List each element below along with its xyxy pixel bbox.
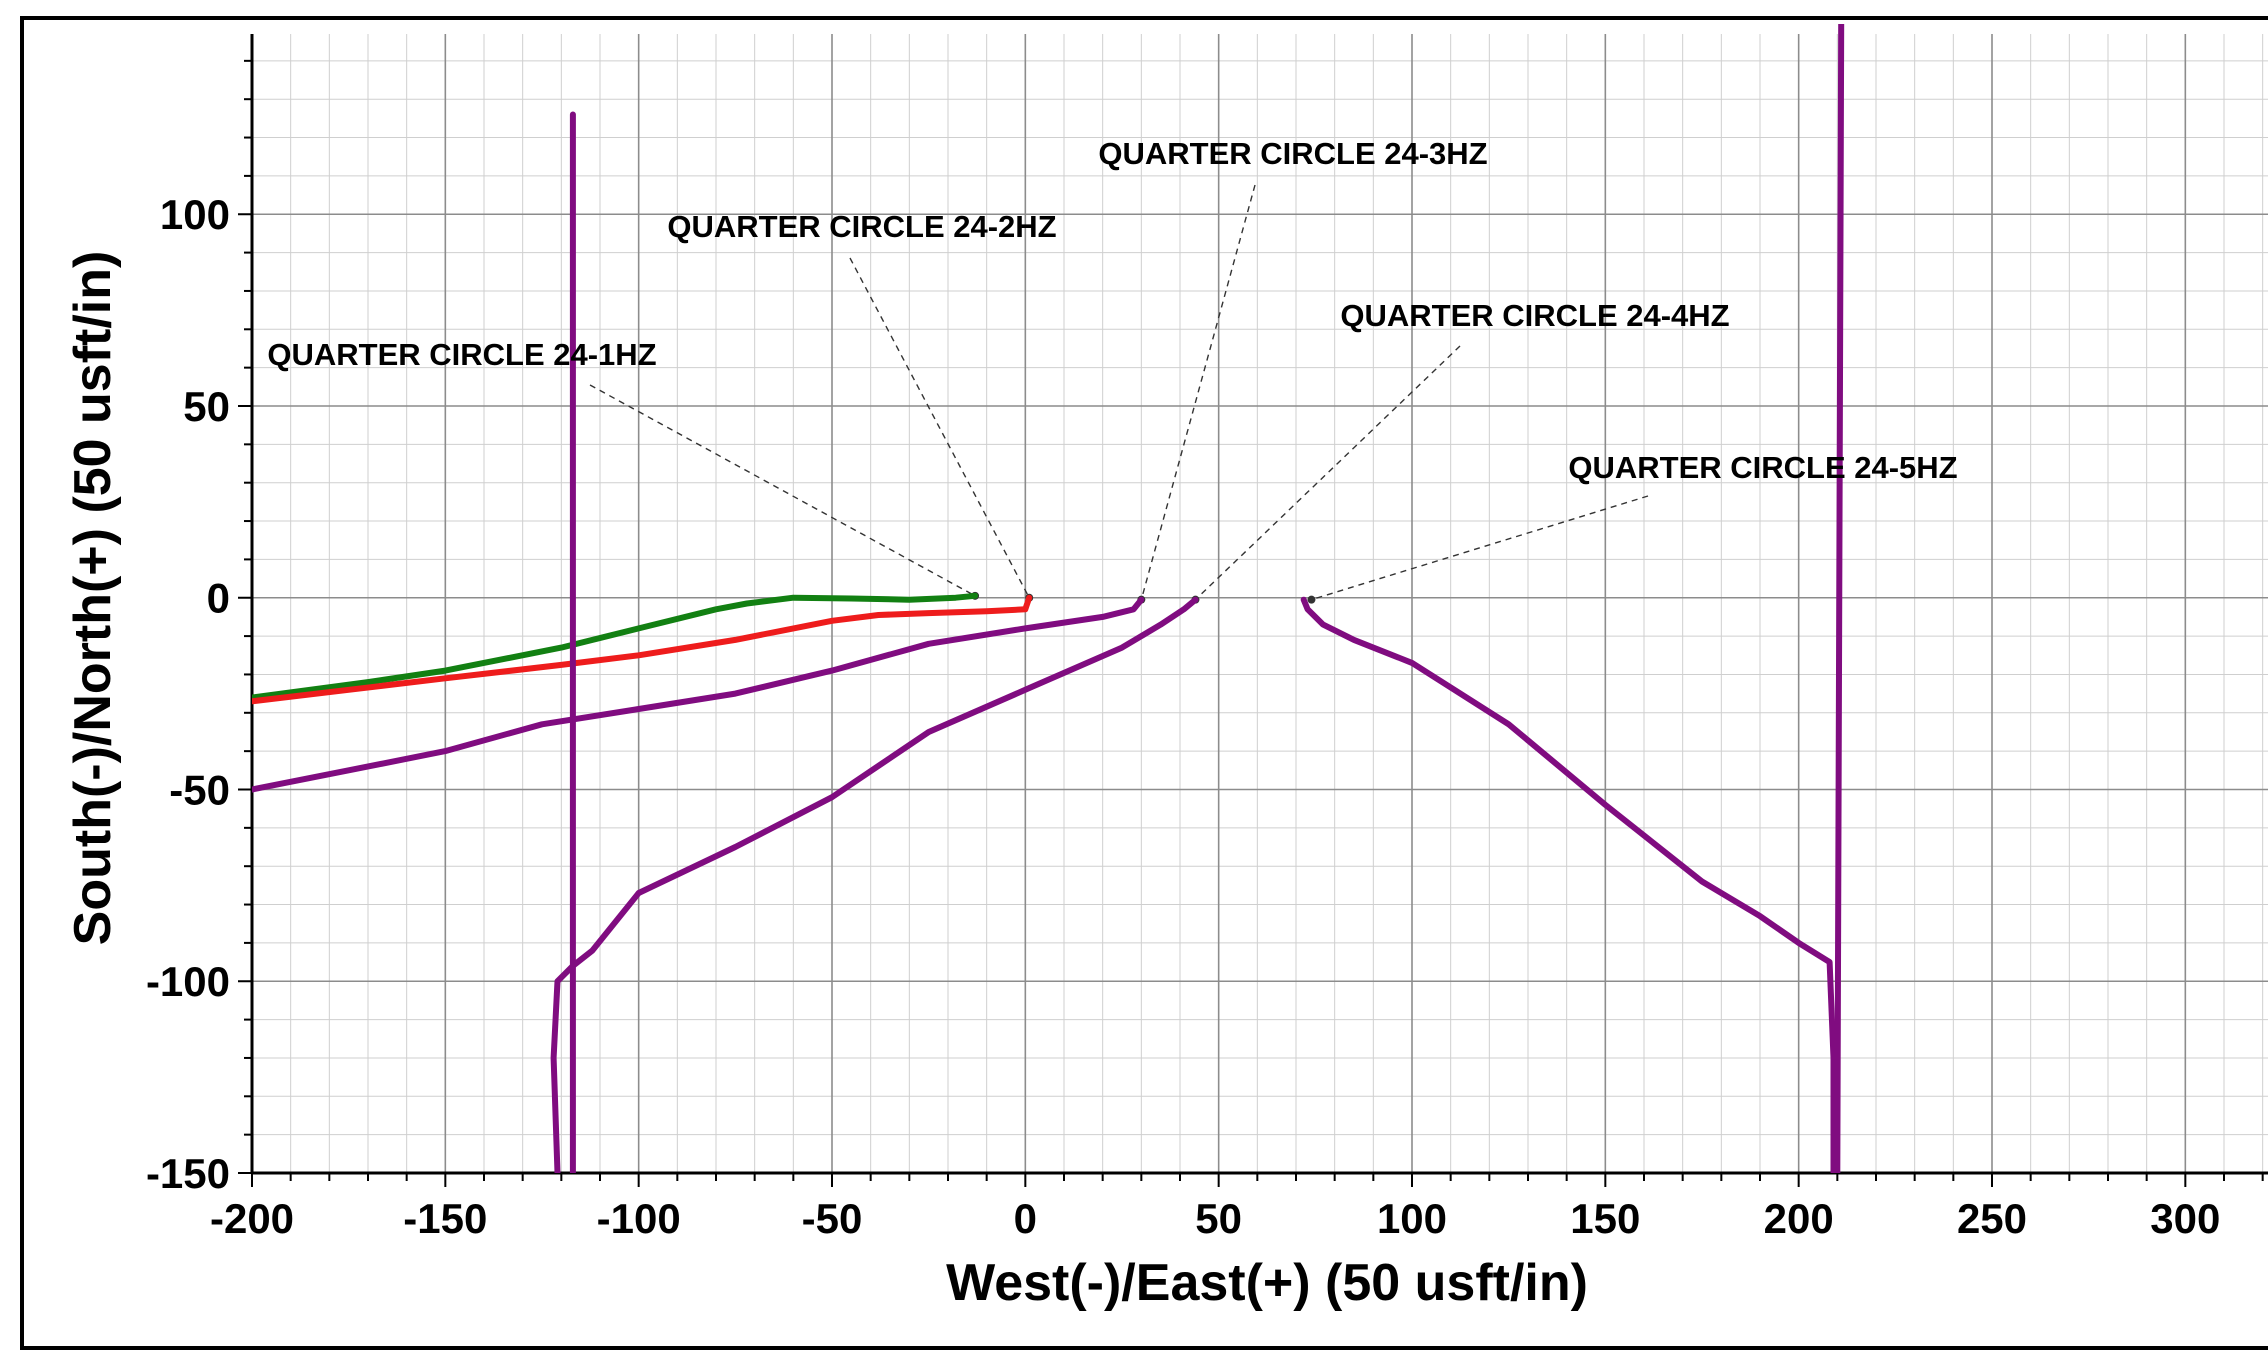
x-tick-label: -100 (597, 1195, 681, 1242)
y-tick-label: -50 (169, 766, 230, 813)
annotation-label: QUARTER CIRCLE 24-3HZ (1098, 136, 1487, 171)
x-tick-label: 250 (1957, 1195, 2027, 1242)
x-tick-label: -150 (403, 1195, 487, 1242)
x-tick-label: 0 (1014, 1195, 1037, 1242)
x-tick-label: -200 (210, 1195, 294, 1242)
x-tick-label: 200 (1764, 1195, 1834, 1242)
y-tick-label: 100 (160, 191, 230, 238)
series-lines (252, 24, 1845, 1173)
annotation-leader (849, 257, 1030, 599)
x-tick-label: 100 (1377, 1195, 1447, 1242)
y-tick-label: -100 (146, 958, 230, 1005)
annotation-label: QUARTER CIRCLE 24-1HZ (267, 337, 656, 372)
series-line-4 (1300, 596, 1837, 1173)
series-line-1 (252, 594, 1033, 705)
axes (238, 34, 2268, 1187)
target-marker (1307, 595, 1316, 604)
series-line-3 (550, 596, 1199, 1173)
y-tick-label: 50 (183, 383, 230, 430)
annotation-label: QUARTER CIRCLE 24-2HZ (667, 209, 1056, 244)
annotation-label: QUARTER CIRCLE 24-4HZ (1340, 298, 1729, 333)
x-tick-label: 150 (1570, 1195, 1640, 1242)
x-axis-title: West(-)/East(+) (50 usft/in) (946, 1254, 1588, 1312)
series-line-6 (1834, 24, 1845, 1173)
x-tick-label: -50 (802, 1195, 863, 1242)
series-line-0 (252, 592, 979, 701)
minor-grid (252, 34, 2268, 1173)
x-tick-label: 50 (1195, 1195, 1242, 1242)
annotation-leader (1311, 495, 1649, 601)
tick-labels: -200 -150 -100 -50 0 50 100 150 200 250 300100500-… (146, 191, 2220, 1242)
annotation-leader (589, 384, 976, 597)
y-axis-title: South(-)/North(+) (50 usft/in) (64, 251, 122, 946)
x-tick-label: 300 (2150, 1195, 2220, 1242)
annotation-leader (1140, 184, 1256, 600)
annotation-labels: QUARTER CIRCLE 24-1HZ QUARTER CIRCLE 24-2… (267, 136, 1957, 485)
series-line-2 (252, 596, 1145, 793)
annotation-label: QUARTER CIRCLE 24-5HZ (1568, 450, 1957, 485)
y-tick-label: -150 (146, 1150, 230, 1197)
y-tick-label: 0 (207, 575, 230, 622)
